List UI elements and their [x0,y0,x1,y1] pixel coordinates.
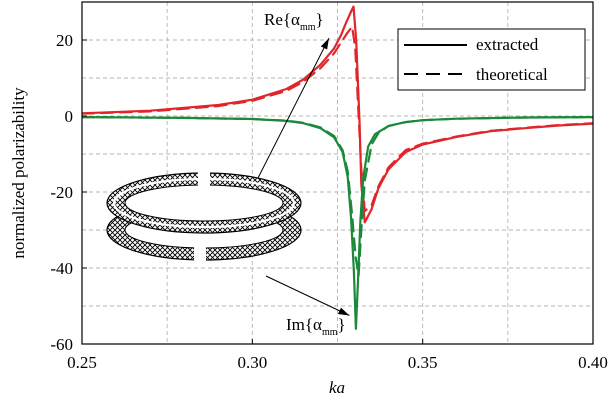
x-tick-label: 0.30 [237,353,267,372]
arrow-im-head [337,307,350,316]
re-dashed-curve [82,25,593,213]
arrow-re-head [320,38,329,50]
y-tick-label: 20 [56,31,73,50]
y-tick-label: -40 [50,259,73,278]
x-tick-label: 0.35 [408,353,438,372]
axis-ticks: 0.25 0.30 0.35 0.40 -60 -40 -20 0 20 [50,31,608,372]
annotation-im-alpha: Im{αmm} [286,315,346,338]
im-dashed-curve [82,115,593,277]
y-tick-label: -20 [50,183,73,202]
x-axis-label: ka [329,378,345,397]
legend-label-theoretical: theoretical [476,65,548,84]
curves [82,5,593,330]
plot-frame [81,1,594,345]
x-tick-label: 0.25 [67,353,97,372]
legend-label-extracted: extracted [476,35,539,54]
y-tick-label: -60 [50,335,73,354]
arrow-im-line [265,275,350,316]
split-ring-resonator-icon [106,168,302,266]
x-tick-label: 0.40 [578,353,608,372]
legend: extracted theoretical [397,28,586,91]
arrow-re-line [257,37,330,179]
annotation-re-alpha: Re{αmm} [264,10,324,33]
re-solid-curve [82,5,593,224]
y-axis-label: normalized polarizability [9,87,28,259]
y-tick-label: 0 [65,107,74,126]
legend-box [397,28,586,91]
annotation-arrows [257,37,350,316]
